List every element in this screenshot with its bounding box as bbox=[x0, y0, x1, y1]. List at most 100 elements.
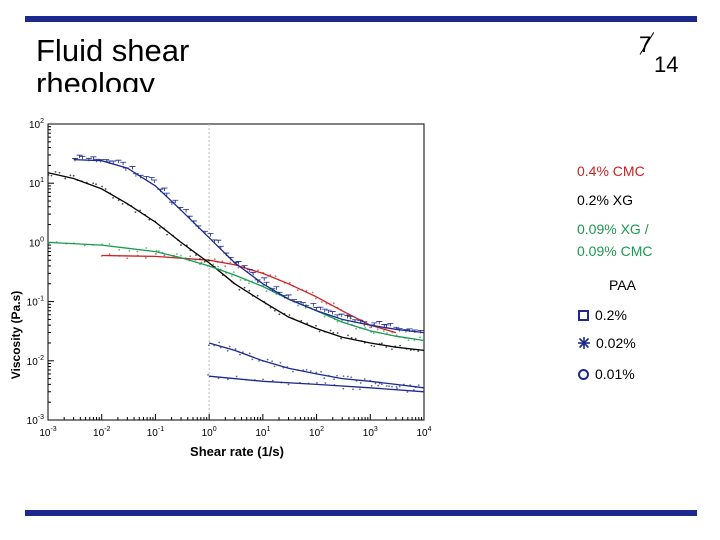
bottom-rule bbox=[25, 510, 697, 516]
data-point bbox=[417, 350, 420, 352]
circle-marker-icon bbox=[578, 368, 589, 380]
data-point bbox=[391, 348, 393, 351]
data-point bbox=[300, 319, 303, 322]
data-point bbox=[50, 174, 53, 177]
data-point bbox=[217, 377, 220, 380]
series-6 bbox=[207, 374, 425, 393]
data-point bbox=[336, 320, 339, 323]
data-point bbox=[399, 344, 401, 347]
y-tick-label: 102 bbox=[29, 118, 44, 131]
data-point bbox=[386, 332, 388, 335]
data-point bbox=[248, 289, 251, 292]
data-point bbox=[320, 370, 323, 373]
data-point bbox=[273, 286, 280, 290]
data-point bbox=[352, 388, 354, 391]
y-tick-label: 10-3 bbox=[27, 414, 44, 427]
data-point bbox=[238, 288, 241, 291]
data-point bbox=[364, 326, 367, 329]
data-point bbox=[248, 352, 251, 355]
data-point bbox=[315, 324, 317, 327]
data-point bbox=[232, 271, 235, 274]
data-point bbox=[391, 385, 393, 388]
data-point bbox=[176, 253, 178, 255]
data-point bbox=[413, 339, 416, 342]
series-3 bbox=[47, 240, 425, 342]
data-point bbox=[325, 309, 332, 314]
data-point bbox=[388, 385, 390, 388]
data-point bbox=[329, 329, 332, 332]
legend-cmc: 0.4% CMC bbox=[577, 163, 645, 179]
data-point bbox=[323, 315, 326, 318]
series-layer bbox=[47, 154, 425, 393]
data-point bbox=[256, 294, 259, 297]
data-point bbox=[395, 386, 398, 388]
legend-paa-001: 0.01% bbox=[578, 366, 635, 382]
data-point bbox=[72, 174, 75, 177]
data-point bbox=[342, 375, 345, 378]
data-point bbox=[309, 370, 312, 372]
data-point bbox=[288, 314, 291, 316]
data-point bbox=[54, 171, 57, 173]
data-point bbox=[155, 249, 158, 252]
data-point bbox=[166, 233, 169, 236]
data-point bbox=[346, 375, 349, 378]
data-point bbox=[274, 275, 277, 278]
x-tick-label: 102 bbox=[309, 426, 324, 439]
data-point bbox=[406, 391, 409, 393]
data-point bbox=[217, 265, 219, 268]
data-point bbox=[69, 174, 72, 177]
data-point bbox=[212, 263, 215, 266]
data-point bbox=[189, 255, 192, 258]
data-point bbox=[128, 249, 131, 252]
data-point bbox=[148, 218, 151, 221]
data-point bbox=[118, 248, 121, 251]
data-point bbox=[359, 382, 362, 384]
data-point bbox=[377, 384, 380, 387]
data-point bbox=[234, 348, 237, 350]
data-point bbox=[134, 211, 137, 214]
data-point bbox=[183, 209, 190, 213]
data-point bbox=[344, 315, 351, 319]
data-point bbox=[200, 261, 203, 264]
data-point bbox=[297, 304, 299, 307]
data-point bbox=[215, 239, 222, 244]
data-point bbox=[221, 260, 224, 263]
data-point bbox=[385, 346, 388, 349]
data-point bbox=[58, 171, 61, 174]
data-point bbox=[271, 360, 273, 363]
page-title: Fluid shear rheology bbox=[36, 34, 190, 92]
data-point bbox=[332, 302, 335, 305]
series-line bbox=[73, 158, 425, 334]
data-point bbox=[155, 252, 157, 255]
data-point bbox=[64, 177, 67, 180]
x-tick-label: 104 bbox=[416, 426, 431, 439]
data-point bbox=[321, 308, 328, 313]
data-point bbox=[226, 378, 229, 381]
data-point bbox=[145, 247, 148, 249]
x-tick-label: 101 bbox=[255, 426, 270, 439]
data-point bbox=[292, 370, 294, 373]
data-point bbox=[288, 281, 291, 284]
data-point bbox=[101, 185, 103, 188]
data-point bbox=[350, 336, 353, 339]
data-point bbox=[228, 345, 231, 348]
data-point bbox=[287, 383, 290, 386]
data-point bbox=[230, 274, 233, 277]
x-tick-label: 100 bbox=[202, 426, 217, 439]
data-point bbox=[382, 330, 385, 332]
data-point bbox=[158, 250, 160, 252]
data-point bbox=[226, 349, 229, 352]
page-number: 7 14 bbox=[612, 30, 692, 78]
data-point bbox=[79, 155, 86, 160]
data-point bbox=[95, 183, 97, 186]
x-tick-label: 10-2 bbox=[93, 426, 110, 439]
data-point bbox=[92, 182, 95, 185]
data-point bbox=[158, 227, 161, 229]
data-point bbox=[305, 303, 307, 306]
legend-xg: 0.2% XG bbox=[577, 192, 634, 208]
data-point bbox=[47, 174, 50, 176]
data-point bbox=[417, 384, 420, 387]
data-point bbox=[266, 358, 269, 361]
data-point bbox=[316, 381, 318, 384]
data-point bbox=[318, 330, 321, 333]
